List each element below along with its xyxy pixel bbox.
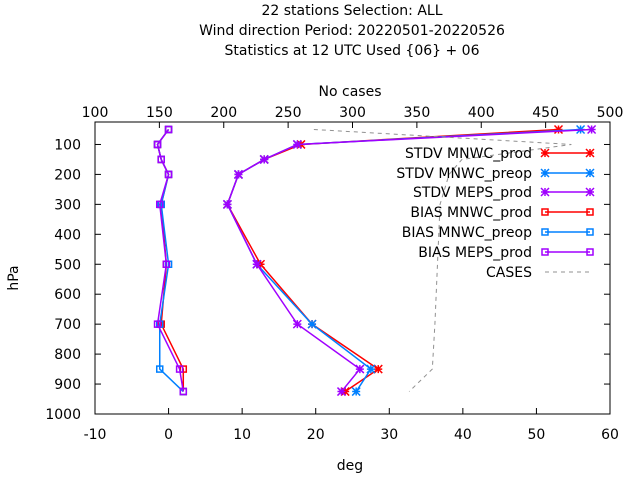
- x-tick-label-1: 0: [164, 427, 173, 443]
- series-2-point-9: [351, 387, 361, 397]
- series-3-point-7: [292, 319, 302, 329]
- x2-tick-label-2: 200: [210, 105, 237, 121]
- series-6-point-2: [153, 140, 162, 149]
- legend-marker-3a: [540, 187, 550, 197]
- series-3-point-2: [292, 139, 302, 149]
- series-6-point-4: [164, 170, 173, 179]
- x-axis-label: deg: [337, 458, 363, 474]
- x2-tick-label-5: 350: [404, 105, 431, 121]
- x-tick-label-0: -10: [84, 427, 107, 443]
- series-3-point-9: [336, 387, 346, 397]
- legend-marker-1b: [585, 148, 595, 158]
- legend-marker-2a: [540, 168, 550, 178]
- legend: STDV MNWC_prod STDV MNWC_preop STDV MEPS…: [396, 146, 595, 281]
- y-tick-label-6: 700: [54, 317, 81, 333]
- series-1-point-8: [373, 364, 383, 374]
- legend-marker-6b: [586, 248, 594, 256]
- legend-marker-1a: [540, 148, 550, 158]
- series-3-point-5: [222, 199, 232, 209]
- x2-tick-label-4: 300: [339, 105, 366, 121]
- x2-tick-label-6: 400: [468, 105, 495, 121]
- y-tick-label-8: 900: [54, 377, 81, 393]
- legend-marker-2b: [585, 168, 595, 178]
- series-3: [222, 124, 597, 397]
- x-tick-label-7: 60: [601, 427, 619, 443]
- legend-label-3: STDV MEPS_prod: [413, 185, 532, 201]
- y-tick-label-5: 600: [54, 287, 81, 303]
- series-3-point-4: [233, 169, 243, 179]
- y-axis-label: hPa: [6, 265, 22, 290]
- series-6-point-9: [179, 387, 188, 396]
- y-tick-label-2: 300: [54, 197, 81, 213]
- legend-label-5: BIAS MNWC_preop: [402, 225, 532, 241]
- series-5: [153, 125, 188, 396]
- series-3-point-3: [259, 154, 269, 164]
- x2-tick-label-8: 500: [597, 105, 624, 121]
- series-1-point-1: [553, 124, 564, 135]
- legend-marker-5b: [586, 228, 594, 236]
- legend-marker-3b: [585, 187, 595, 197]
- x2-tick-label-0: 100: [82, 105, 109, 121]
- x-tick-label-3: 20: [307, 427, 325, 443]
- legend-label-6: BIAS MEPS_prod: [418, 245, 532, 261]
- series-5-point-8: [155, 365, 164, 373]
- x2-tick-label-1: 150: [146, 105, 173, 121]
- chart-title-line-3: Statistics at 12 UTC Used {06} + 06: [224, 43, 479, 59]
- y-tick-label-3: 400: [54, 227, 81, 243]
- x-tick-label-2: 10: [233, 427, 251, 443]
- x2-axis-label: No cases: [319, 84, 382, 100]
- series-6-point-3: [157, 155, 165, 164]
- legend-label-1: STDV MNWC_prod: [405, 146, 532, 162]
- legend-label-2: STDV MNWC_preop: [396, 166, 532, 182]
- series-7: [313, 128, 572, 392]
- legend-marker-4a: [541, 208, 549, 216]
- legend-marker-6a: [541, 248, 549, 256]
- x2-tick-label-3: 250: [275, 105, 302, 121]
- series-6: [153, 125, 188, 396]
- series-lines: [153, 124, 597, 397]
- y-tick-label-9: 1000: [45, 407, 81, 423]
- legend-marker-5a: [541, 228, 549, 236]
- axes: -10 0 10 20 30 40 50 60 100 150 200 250 300 350 400 450…: [45, 105, 623, 443]
- series-3-point-6: [252, 259, 262, 269]
- y-tick-label-4: 500: [54, 257, 81, 273]
- x-tick-label-6: 50: [528, 427, 546, 443]
- series-6-point-6: [162, 260, 171, 269]
- y-tick-label-0: 100: [54, 137, 81, 153]
- series-6-point-1: [164, 125, 173, 134]
- legend-marker-4b: [586, 208, 594, 216]
- y-tick-label-7: 800: [54, 347, 81, 363]
- series-6-point-8: [175, 365, 184, 373]
- series-3-point-1: [587, 124, 597, 135]
- series-2-point-8: [366, 364, 376, 374]
- series-3-point-8: [355, 364, 365, 374]
- chart-title-line-1: 22 stations Selection: ALL: [261, 3, 442, 19]
- series-6-point-7: [153, 320, 162, 328]
- x-tick-label-5: 40: [454, 427, 472, 443]
- series-line-7: [313, 128, 572, 392]
- legend-label-7: CASES: [486, 265, 532, 281]
- series-line-6: [156, 129, 185, 392]
- x-tick-label-4: 30: [380, 427, 398, 443]
- y-tick-label-1: 200: [54, 167, 81, 183]
- chart-title-line-2: Wind direction Period: 20220501-20220526: [199, 23, 505, 39]
- x2-tick-label-7: 450: [532, 105, 559, 121]
- series-2-point-7: [307, 319, 317, 329]
- legend-label-4: BIAS MNWC_prod: [410, 205, 532, 221]
- series-6-point-5: [155, 200, 164, 209]
